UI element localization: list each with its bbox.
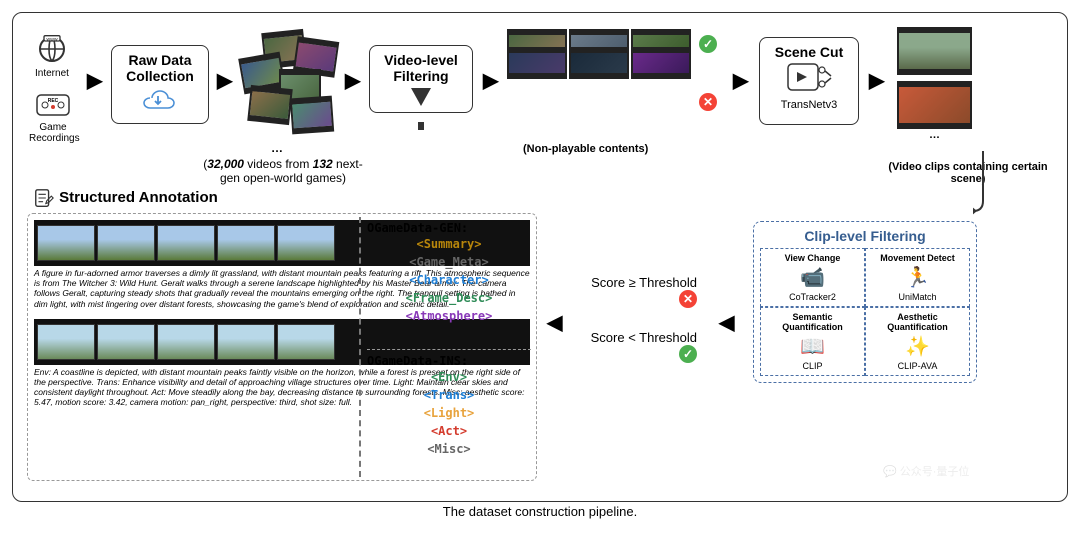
video-filter-title: Video-level Filtering [378, 52, 464, 84]
check-icon: ✓ [679, 345, 697, 363]
reject-icon: ✕ [679, 290, 697, 308]
scene-cut-box: Scene Cut TransNetv3 [759, 37, 859, 125]
arrow-icon: ▶ [869, 71, 884, 91]
clip-filter-box: Clip-level Filtering View Change📹CoTrack… [753, 221, 977, 383]
video-filter-box: Video-level Filtering [369, 45, 473, 113]
anno-title: Structured Annotation [33, 187, 218, 209]
filter-samples: ✓ … ✕ … [507, 29, 518, 59]
pipeline-container: WWW Internet REC Game Recordings ▶ Raw D… [12, 12, 1068, 502]
svg-text:WWW: WWW [46, 36, 58, 41]
recordings-label: Game Recordings [29, 122, 77, 144]
reject-icon: ✕ [699, 93, 717, 111]
filter-cell: Movement Detect🏃UniMatch [865, 248, 970, 307]
watermark: 💬 公众号·量子位 [883, 463, 969, 479]
arrow-icon: ▶ [733, 71, 748, 91]
raw-data-title: Raw Data Collection [120, 52, 200, 84]
connector-line [973, 151, 1053, 241]
scene-cut-tool: TransNetv3 [768, 99, 850, 111]
cluster-caption: (32,000 videos from 132 next-gen open-wo… [203, 157, 363, 185]
filter-cell: View Change📹CoTracker2 [760, 248, 865, 307]
nonplayable-note: (Non-playable contents) [523, 143, 648, 155]
arrow-left-icon: ▶ [547, 313, 562, 333]
scene-clips: … [897, 27, 972, 141]
arrow-left-icon: ▶ [719, 313, 734, 333]
raw-data-box: Raw Data Collection [111, 45, 209, 124]
internet-icon: WWW Internet [35, 33, 69, 79]
gen-tags-block: OGameData-GEN: <Summary><Game_Meta><Char… [367, 221, 531, 325]
filter-cell: Aesthetic Quantification✨CLIP-AVA [865, 307, 970, 376]
arrow-icon: ▶ [345, 71, 360, 91]
filter-cell: Semantic Quantification📖CLIP [760, 307, 865, 376]
clip-filter-title: Clip-level Filtering [760, 228, 970, 244]
figure-caption: The dataset construction pipeline. [0, 504, 1080, 519]
recordings-icon: REC Game Recordings [29, 91, 77, 144]
threshold-block: Score ≥ Threshold ✕ Score < Threshold ✓ [577, 275, 697, 363]
internet-label: Internet [35, 68, 69, 79]
ellipsis: … [271, 141, 283, 155]
arrow-icon: ▶ [217, 71, 232, 91]
svg-text:REC: REC [48, 98, 59, 104]
arrow-icon: ▶ [87, 71, 102, 91]
ins-tags-block: OGameData-INS: <Env><Trans><Light><Act><… [367, 349, 531, 458]
arrow-icon: ▶ [483, 71, 498, 91]
check-icon: ✓ [699, 35, 717, 53]
vert-divider [359, 217, 361, 477]
scene-cut-title: Scene Cut [768, 44, 850, 60]
